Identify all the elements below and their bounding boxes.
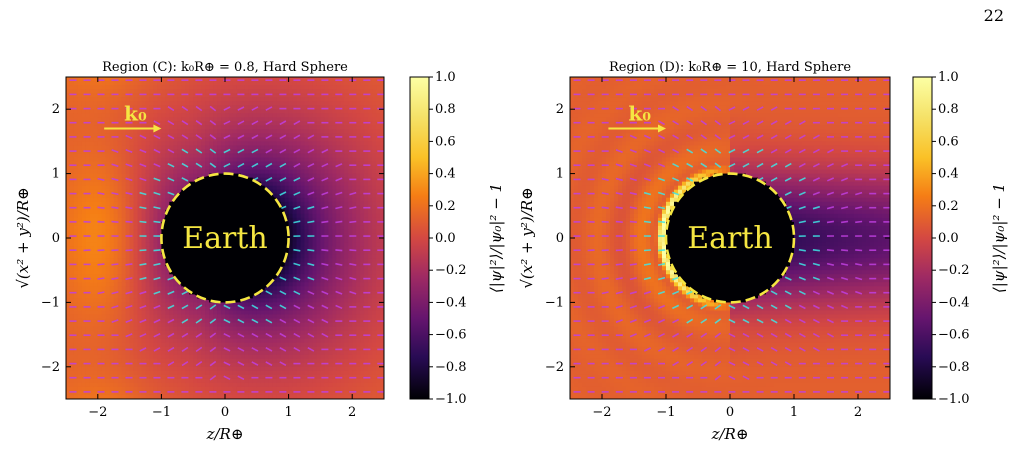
colorbar-tick-label: 1.0 (938, 70, 959, 85)
x-tick-label: 1 (284, 405, 292, 420)
quiver-2 (573, 79, 890, 393)
chart-title-1: Region (C): k₀R⊕ = 0.8, Hard Sphere (102, 60, 348, 75)
colorbar-tick-label: 0.6 (435, 134, 456, 149)
k0-label-2: k₀ (628, 102, 651, 126)
x-tick-label: 1 (790, 405, 798, 420)
colorbar-label-2: ⟨|ψ|²⟩/|ψ₀|² − 1 (990, 183, 1008, 293)
colorbar-tick-label: 0.4 (938, 167, 959, 182)
colorbar-tick-label: −0.8 (435, 360, 467, 375)
colorbar-tick-label: −0.2 (938, 263, 970, 278)
page-number: 22 (983, 6, 1004, 25)
x-axis-label-2: z/R⊕ (711, 425, 749, 443)
colorbar-tick-label: −1.0 (435, 392, 467, 407)
y-tick-label: 0 (556, 231, 564, 246)
colorbar-tick-label: −0.4 (435, 295, 467, 310)
y-tick-label: −1 (41, 295, 60, 310)
colorbar-tick-label: 0.6 (938, 134, 959, 149)
colorbar-tick-label: −0.6 (938, 328, 970, 343)
earth-disk-2 (666, 173, 794, 303)
colorbar-tick-label: 0.0 (435, 231, 456, 246)
colorbar-tick-label: 0.2 (938, 199, 959, 214)
k0-arrowhead-1 (153, 124, 162, 133)
y-tick-label: 1 (52, 167, 60, 182)
colorbar-tick-label: −0.8 (938, 360, 970, 375)
x-tick-label: −1 (656, 405, 675, 420)
colorbar-tick-label: −0.2 (435, 263, 467, 278)
x-tick-label: −1 (152, 405, 171, 420)
colorbar-tick-label: 0.4 (435, 167, 456, 182)
y-tick-label: 0 (52, 231, 60, 246)
chart-panel-1: Earth k₀ −2 −1 0 1 2 −2 −1 0 1 2 Region (C): k₀R⊕ = … (14, 60, 505, 443)
y-axis-label-2: √(x² + y²)/R⊕ (518, 187, 536, 288)
y-tick-label: 2 (52, 102, 60, 117)
earth-disk-1 (161, 173, 289, 303)
colorbar-tick-label: 1.0 (435, 70, 456, 85)
k0-arrowhead-2 (658, 124, 666, 133)
earth-outline-1 (160, 172, 290, 304)
earth-label-2: Earth (687, 221, 773, 256)
quiver-1 (69, 79, 384, 393)
colorbar-tick-label: 0.8 (938, 102, 959, 117)
colorbar-tick-label: 0.0 (938, 231, 959, 246)
colorbar-tick-label: −0.6 (435, 328, 467, 343)
y-axis-label-1: √(x² + y²)/R⊕ (14, 187, 32, 288)
x-tick-label: −2 (592, 405, 611, 420)
x-tick-label: 0 (726, 405, 734, 420)
y-tick-label: −2 (41, 360, 60, 375)
y-tick-label: −1 (545, 295, 564, 310)
chart-panel-2: Earth k₀ −2 −1 0 1 2 −2 −1 0 1 2 Region (D): k₀R⊕ = … (518, 60, 1008, 443)
x-tick-label: 2 (854, 405, 862, 420)
x-tick-label: −2 (88, 405, 107, 420)
colorbar-tick-label: −0.4 (938, 295, 970, 310)
colorbar-2 (912, 76, 933, 400)
x-axis-label-1: z/R⊕ (206, 425, 244, 443)
earth-label-1: Earth (182, 221, 268, 256)
colorbar-tick-label: 0.8 (435, 102, 456, 117)
colorbar-tick-label: 0.2 (435, 199, 456, 214)
chart-title-2: Region (D): k₀R⊕ = 10, Hard Sphere (609, 60, 851, 75)
y-tick-label: 1 (556, 167, 564, 182)
x-tick-label: 2 (348, 405, 356, 420)
colorbar-label-1: ⟨|ψ|²⟩/|ψ₀|² − 1 (487, 183, 505, 293)
colorbar-tick-label: −1.0 (938, 392, 970, 407)
k0-label-1: k₀ (124, 102, 147, 126)
earth-outline-2 (664, 172, 796, 304)
colorbar-1 (409, 76, 430, 400)
y-tick-label: 2 (556, 102, 564, 117)
y-tick-label: −2 (545, 360, 564, 375)
x-tick-label: 0 (221, 405, 229, 420)
